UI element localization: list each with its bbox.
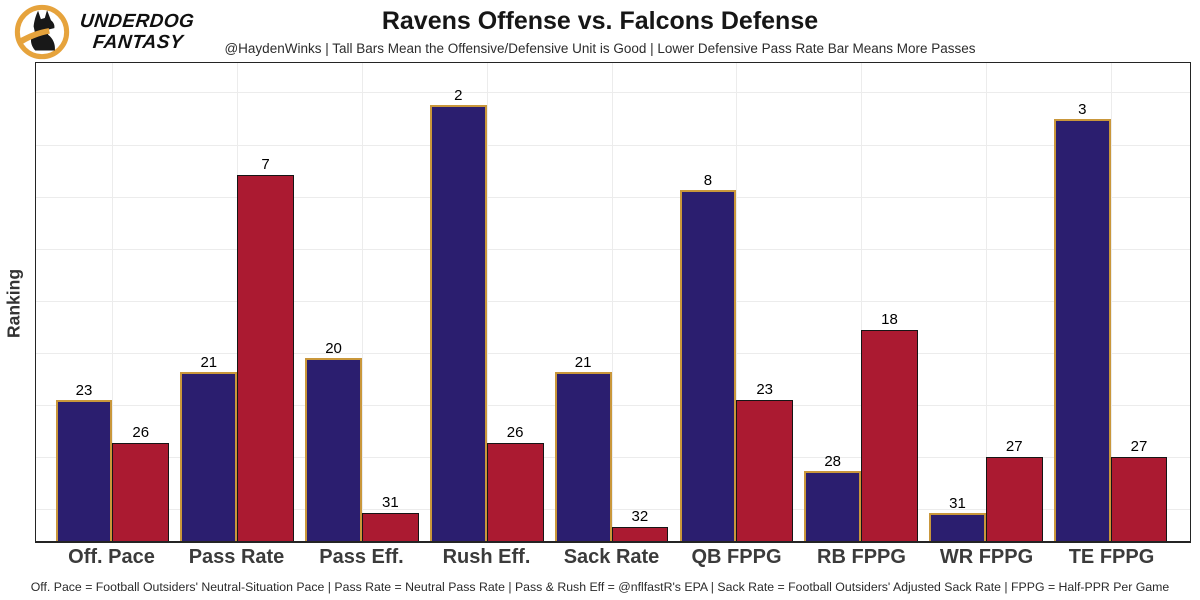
bar-groups: 23 26 21 7 20 31 2 26 21 32 8 23 28 18 31 27 3 27 — [36, 63, 1190, 541]
underdog-dog-icon — [14, 4, 70, 60]
hgridline — [36, 248, 1190, 250]
bar-falcons-defense-te-fppg: 27 — [1110, 438, 1168, 541]
bar-value-label: 7 — [261, 156, 270, 174]
bar-group-off-pace: 23 26 — [50, 63, 175, 541]
hgridline — [36, 508, 1190, 510]
bar-falcons-defense-pass-rate: 7 — [237, 156, 294, 541]
vgridline — [736, 63, 738, 541]
bar-value-label: 26 — [506, 423, 524, 441]
x-tick-wr-fppg: WR FPPG — [939, 546, 1034, 568]
hgridline — [36, 196, 1190, 198]
bar-ravens-offense-rb-fppg: 28 — [804, 453, 862, 541]
bar-value-label: 21 — [200, 354, 218, 372]
hgridline — [36, 404, 1190, 406]
x-tick-rush-eff: Rush Eff. — [442, 546, 531, 568]
bar-value-label: 27 — [1130, 437, 1148, 455]
x-tick-pass-rate: Pass Rate — [188, 546, 285, 568]
bar-ravens-offense-pass-eff: 20 — [305, 340, 362, 541]
bar-group-sack-rate: 21 32 — [549, 63, 674, 541]
y-axis-label: Ranking — [3, 268, 24, 339]
bar-value-label: 28 — [824, 452, 842, 470]
bar-group-pass-eff: 20 31 — [300, 63, 425, 541]
hgridline — [36, 300, 1190, 302]
vgridline — [985, 63, 987, 541]
bar-falcons-defense-rb-fppg: 18 — [861, 311, 918, 541]
bar-value-label: 23 — [75, 382, 93, 400]
bar-value-label: 18 — [881, 311, 898, 329]
x-tick-qb-fppg: QB FPPG — [691, 546, 782, 568]
x-tick-off-pace: Off. Pace — [68, 546, 155, 568]
vgridline — [112, 63, 114, 541]
bar-value-label: 31 — [381, 493, 399, 511]
underdog-fantasy-logo: UNDERDOG FANTASY — [14, 4, 195, 60]
hgridline — [36, 92, 1190, 94]
vgridline — [1110, 63, 1112, 541]
bar-falcons-defense-wr-fppg: 27 — [985, 438, 1043, 541]
bar-group-qb-fppg: 8 23 — [674, 63, 799, 541]
x-tick-rb-fppg: RB FPPG — [817, 546, 906, 568]
bar-ravens-offense-qb-fppg: 8 — [679, 172, 737, 541]
bar-group-wr-fppg: 31 27 — [923, 63, 1048, 541]
bar-ravens-offense-sack-rate: 21 — [554, 354, 612, 541]
hgridline — [36, 144, 1190, 146]
bar-value-label: 8 — [703, 171, 713, 189]
bar-value-label: 31 — [949, 494, 966, 512]
bar-value-label: 26 — [132, 423, 150, 441]
bar-group-rush-eff: 2 26 — [424, 63, 549, 541]
bar-value-label: 23 — [756, 381, 774, 399]
bar-ravens-offense-rush-eff: 2 — [429, 87, 487, 541]
bar-group-rb-fppg: 28 18 — [799, 63, 924, 541]
bar-value-label: 32 — [631, 507, 649, 525]
bar-ravens-offense-te-fppg: 3 — [1053, 101, 1111, 541]
hgridline — [36, 352, 1190, 354]
bar-falcons-defense-rush-eff: 26 — [486, 424, 544, 541]
x-tick-sack-rate: Sack Rate — [563, 546, 660, 568]
bar-value-label: 3 — [1078, 101, 1087, 119]
vgridline — [486, 63, 488, 541]
bar-ravens-offense-off-pace: 23 — [55, 382, 113, 541]
bar-falcons-defense-qb-fppg: 23 — [736, 381, 794, 541]
chart-subtitle: @HaydenWinks | Tall Bars Mean the Offens… — [224, 41, 976, 56]
bar-falcons-defense-off-pace: 26 — [112, 424, 170, 541]
bar-falcons-defense-pass-eff: 31 — [361, 494, 419, 541]
x-tick-te-fppg: TE FPPG — [1068, 546, 1155, 568]
bar-group-pass-rate: 21 7 — [175, 63, 300, 541]
vgridline — [861, 63, 863, 541]
vgridline — [611, 63, 613, 541]
chart-title: Ravens Offense vs. Falcons Defense — [381, 7, 819, 35]
bar-value-label: 20 — [325, 340, 342, 358]
vgridline — [361, 63, 363, 541]
bar-falcons-defense-sack-rate: 32 — [611, 508, 669, 541]
x-tick-pass-eff: Pass Eff. — [319, 546, 404, 568]
bar-chart-plot-area: 23 26 21 7 20 31 2 26 21 32 8 23 28 18 31 27 3 27 — [35, 62, 1191, 543]
bar-value-label: 21 — [574, 354, 592, 372]
bar-value-label: 2 — [454, 87, 463, 105]
bar-group-te-fppg: 3 27 — [1048, 63, 1173, 541]
bar-value-label: 27 — [1005, 437, 1023, 455]
bar-ravens-offense-wr-fppg: 31 — [929, 495, 986, 541]
x-axis-tick-labels: Off. Pace Pass Rate Pass Eff. Rush Eff. Sack… — [35, 546, 1191, 569]
bar-ravens-offense-pass-rate: 21 — [180, 354, 238, 541]
footnote: Off. Pace = Football Outsiders' Neutral-… — [30, 580, 1170, 594]
hgridline — [36, 456, 1190, 458]
